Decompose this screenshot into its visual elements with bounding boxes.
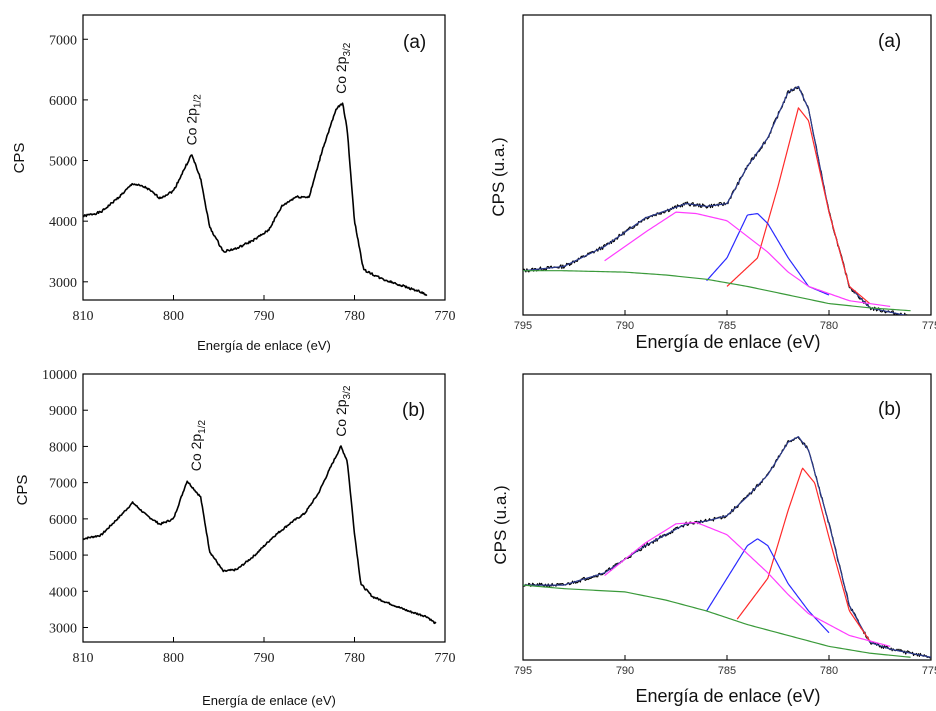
right-b-x-tick-label: 775 <box>922 665 936 677</box>
right-b-series-line-5 <box>523 584 911 658</box>
right-b-x-axis-label: Energía de enlace (eV) <box>635 686 820 706</box>
right-a-x-tick-label: 775 <box>922 320 936 332</box>
right-a-series-line-5 <box>523 270 911 312</box>
left-a-x-tick-label: 800 <box>163 309 184 324</box>
right-b-series-line-0 <box>523 436 931 659</box>
right-b-series-line-2 <box>736 467 871 642</box>
left-b-peak-label-1: Co 2p3/2 <box>333 385 353 437</box>
right-a-plot-frame <box>522 14 932 316</box>
right-b-series-line-3 <box>706 538 830 634</box>
left-b-series-line-0 <box>83 445 437 625</box>
right-a-series-line-2 <box>726 107 871 305</box>
left-b-plot-frame <box>82 373 446 643</box>
right-b-series-line-4 <box>604 521 891 647</box>
left-a-series-line-0 <box>83 102 428 297</box>
right-b-x-tick-label: 785 <box>718 665 736 677</box>
left-a-y-tick-label: 3000 <box>49 276 77 291</box>
left-a-x-tick-label: 810 <box>73 309 94 324</box>
right-b-x-tick-label: 780 <box>820 665 838 677</box>
left-a-y-tick-label: 7000 <box>49 33 77 48</box>
left-b-peak-label-0: Co 2p1/2 <box>188 420 208 472</box>
left-b-y-tick-label: 9000 <box>49 404 77 419</box>
right-a-x-tick-label: 795 <box>514 320 532 332</box>
left-a-y-tick-label: 5000 <box>49 155 77 170</box>
right-b-x-tick-label: 795 <box>514 665 532 677</box>
left-b-y-tick-label: 6000 <box>49 513 77 528</box>
left-a-panel: CPS Energía de enlace (eV) (a) 810 800 790… <box>11 14 456 353</box>
left-b-y-tick-label: 10000 <box>42 368 77 383</box>
right-b-x-tick-label: 790 <box>616 665 634 677</box>
left-b-y-tick-label: 3000 <box>49 622 77 637</box>
right-a-panel-label: (a) <box>878 31 901 52</box>
left-a-y-axis-label: CPS <box>11 143 28 174</box>
left-b-panel: CPS Energía de enlace (eV) (b) 810 800 790… <box>14 368 456 708</box>
left-a-plot-frame <box>82 14 446 301</box>
left-a-x-axis-label: Energía de enlace (eV) <box>197 338 331 353</box>
right-a-panel: CPS (u.a.) Energía de enlace (eV) (a) 79… <box>489 14 936 352</box>
left-a-y-tick-label: 4000 <box>49 215 77 230</box>
left-a-peak-label-0: Co 2p1/2 <box>184 94 204 146</box>
left-b-x-tick-label: 790 <box>254 651 275 666</box>
left-b-panel-label: (b) <box>402 400 425 421</box>
left-a-x-tick-label: 790 <box>254 309 275 324</box>
right-a-series-line-1 <box>523 85 907 315</box>
left-a-x-tick-label: 770 <box>435 309 456 324</box>
left-a-panel-label: (a) <box>403 32 426 53</box>
left-b-y-tick-label: 8000 <box>49 440 77 455</box>
left-b-y-tick-label: 4000 <box>49 585 77 600</box>
right-a-x-tick-label: 790 <box>616 320 634 332</box>
left-a-peak-label-1: Co 2p3/2 <box>333 42 353 94</box>
left-b-x-tick-label: 780 <box>344 651 365 666</box>
left-b-y-axis-label: CPS <box>14 475 31 506</box>
left-b-x-tick-label: 800 <box>163 651 184 666</box>
left-b-y-tick-label: 5000 <box>49 549 77 564</box>
right-b-y-axis-label: CPS (u.a.) <box>491 485 510 564</box>
right-a-x-axis-label: Energía de enlace (eV) <box>635 332 820 352</box>
right-b-series-line-1 <box>523 436 931 658</box>
right-b-panel: CPS (u.a.) Energía de enlace (eV) (b) 79… <box>491 373 936 706</box>
left-b-x-tick-label: 810 <box>73 651 94 666</box>
right-b-panel-label: (b) <box>878 399 901 420</box>
right-a-x-tick-label: 780 <box>820 320 838 332</box>
left-a-x-tick-label: 780 <box>344 309 365 324</box>
right-a-x-tick-label: 785 <box>718 320 736 332</box>
left-a-y-tick-label: 6000 <box>49 94 77 109</box>
left-b-x-axis-label: Energía de enlace (eV) <box>202 693 336 708</box>
right-a-series-line-4 <box>604 211 891 308</box>
right-b-plot-frame <box>522 373 932 661</box>
right-a-y-axis-label: CPS (u.a.) <box>489 137 508 216</box>
left-b-x-tick-label: 770 <box>435 651 456 666</box>
left-b-y-tick-label: 7000 <box>49 477 77 492</box>
